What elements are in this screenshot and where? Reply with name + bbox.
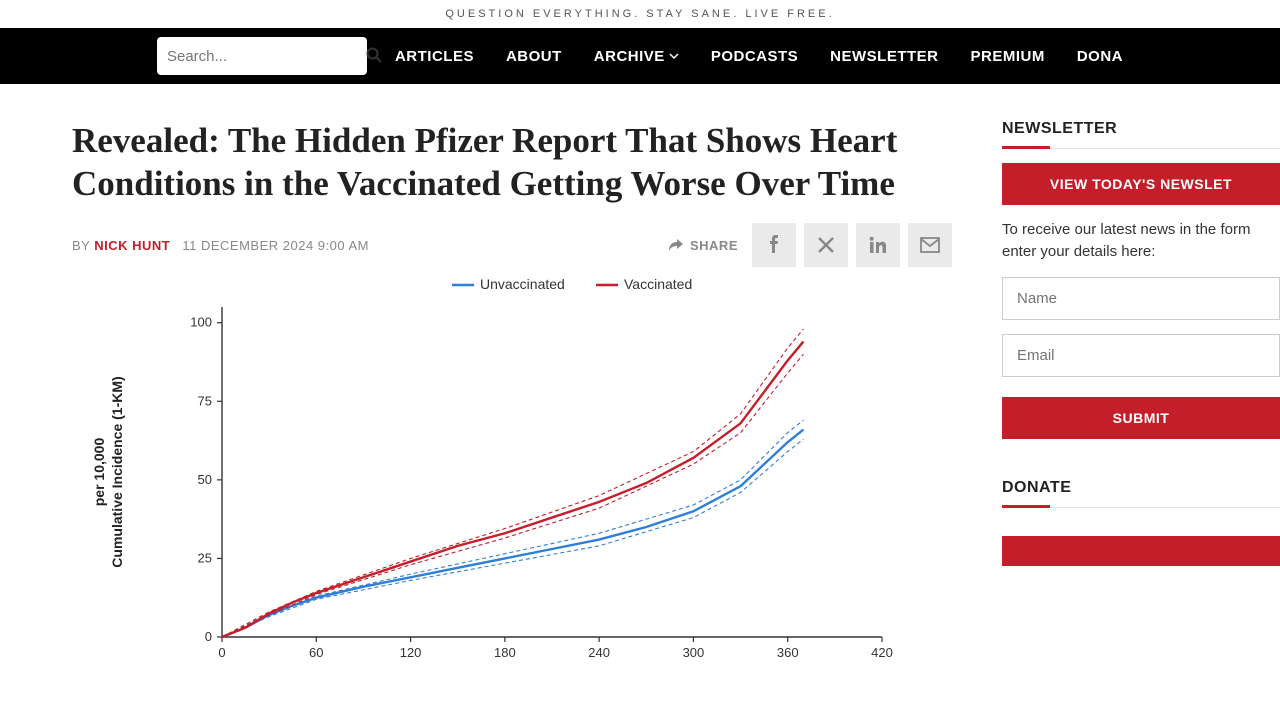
nav-link-newsletter[interactable]: NEWSLETTER: [830, 48, 938, 65]
name-input[interactable]: [1002, 277, 1280, 320]
share-controls: SHARE: [668, 223, 952, 267]
article-headline: Revealed: The Hidden Pfizer Report That …: [72, 120, 952, 205]
svg-text:25: 25: [198, 551, 212, 566]
newsletter-blurb: To receive our latest news in the form e…: [1002, 219, 1280, 263]
search-icon: [366, 47, 382, 63]
article-column: Revealed: The Hidden Pfizer Report That …: [72, 120, 952, 667]
site-tagline: QUESTION EVERYTHING. STAY SANE. LIVE FRE…: [0, 0, 1280, 28]
svg-text:120: 120: [400, 645, 422, 660]
nav-link-articles[interactable]: ARTICLES: [395, 48, 474, 65]
share-linkedin[interactable]: [856, 223, 900, 267]
newsletter-section: NEWSLETTER VIEW TODAY'S NEWSLET To recei…: [1002, 120, 1280, 439]
svg-text:Cumulative Incidence (1-KM): Cumulative Incidence (1-KM): [109, 377, 125, 568]
chevron-down-icon: [669, 51, 679, 61]
nav-link-premium[interactable]: PREMIUM: [971, 48, 1045, 65]
svg-text:Unvaccinated: Unvaccinated: [480, 277, 565, 292]
view-newsletter-button[interactable]: VIEW TODAY'S NEWSLET: [1002, 163, 1280, 205]
svg-text:60: 60: [309, 645, 323, 660]
svg-text:50: 50: [198, 472, 212, 487]
svg-text:Vaccinated: Vaccinated: [624, 277, 692, 292]
author-name[interactable]: NICK HUNT: [94, 238, 170, 253]
article-date: 11 DECEMBER 2024 9:00 AM: [182, 238, 369, 253]
nav-link-donate[interactable]: DONA: [1077, 48, 1123, 65]
chart-container: Unvaccinated Vaccinated 0 25 50 75 100 0 60 120 18…: [72, 277, 912, 667]
article-byline: BY NICK HUNT 11 DECEMBER 2024 9:00 AM: [72, 238, 369, 253]
submit-button[interactable]: SUBMIT: [1002, 397, 1280, 439]
svg-text:180: 180: [494, 645, 516, 660]
facebook-icon: [764, 235, 784, 255]
search-button[interactable]: [366, 47, 382, 66]
cumulative-incidence-chart: Unvaccinated Vaccinated 0 25 50 75 100 0 60 120 18…: [72, 277, 912, 667]
newsletter-title: NEWSLETTER: [1002, 120, 1280, 149]
svg-text:0: 0: [218, 645, 225, 660]
search-input[interactable]: [167, 48, 366, 65]
nav-link-about[interactable]: ABOUT: [506, 48, 562, 65]
svg-text:100: 100: [190, 315, 212, 330]
share-x[interactable]: [804, 223, 848, 267]
share-label[interactable]: SHARE: [668, 238, 738, 253]
svg-text:per 10,000: per 10,000: [91, 438, 107, 507]
donate-title: DONATE: [1002, 479, 1280, 508]
donate-button[interactable]: [1002, 536, 1280, 566]
svg-text:75: 75: [198, 394, 212, 409]
nav-links: ARTICLES ABOUT ARCHIVE PODCASTS NEWSLETT…: [395, 48, 1123, 65]
article-meta-row: BY NICK HUNT 11 DECEMBER 2024 9:00 AM SH…: [72, 223, 952, 267]
nav-link-podcasts[interactable]: PODCASTS: [711, 48, 798, 65]
x-icon: [817, 236, 835, 254]
sidebar-column: NEWSLETTER VIEW TODAY'S NEWSLET To recei…: [1002, 120, 1280, 667]
nav-link-archive[interactable]: ARCHIVE: [594, 48, 679, 65]
svg-text:420: 420: [871, 645, 893, 660]
svg-text:240: 240: [588, 645, 610, 660]
email-icon: [920, 237, 940, 253]
main-content: Revealed: The Hidden Pfizer Report That …: [0, 84, 1280, 667]
search-container: [157, 37, 367, 75]
email-input[interactable]: [1002, 334, 1280, 377]
share-facebook[interactable]: [752, 223, 796, 267]
linkedin-icon: [869, 236, 887, 254]
donate-section: DONATE: [1002, 479, 1280, 566]
main-nav: ARTICLES ABOUT ARCHIVE PODCASTS NEWSLETT…: [0, 28, 1280, 84]
svg-text:300: 300: [683, 645, 705, 660]
byline-prefix: BY: [72, 238, 90, 253]
share-email[interactable]: [908, 223, 952, 267]
share-arrow-icon: [668, 238, 684, 252]
svg-text:360: 360: [777, 645, 799, 660]
svg-text:0: 0: [205, 629, 212, 644]
